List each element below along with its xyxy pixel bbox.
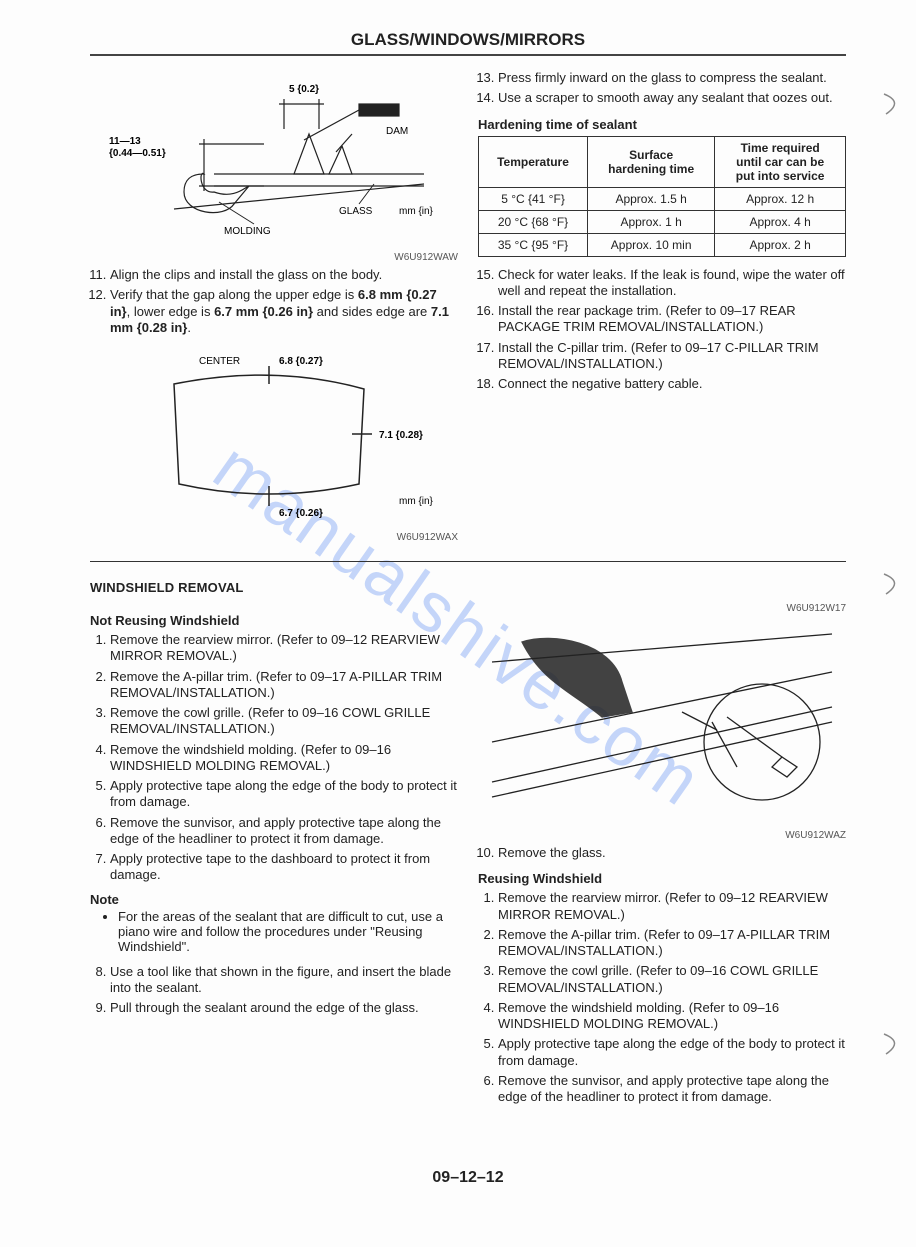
table-cell: Approx. 4 h: [715, 210, 846, 233]
list-item: Remove the A-pillar trim. (Refer to 09–1…: [110, 669, 458, 702]
figure-id: W6U912WAX: [90, 532, 458, 543]
not-reusing-steps-1-7: Remove the rearview mirror. (Refer to 09…: [90, 632, 458, 884]
figure-id: W6U912WAZ: [478, 830, 846, 841]
svg-text:6.8 {0.27}: 6.8 {0.27}: [279, 356, 323, 367]
list-item: Remove the cowl grille. (Refer to 09–16 …: [498, 963, 846, 996]
list-item: Remove the rearview mirror. (Refer to 09…: [110, 632, 458, 665]
list-item: Apply protective tape to the dashboard t…: [110, 851, 458, 884]
page-edge-mark: [882, 570, 908, 596]
install-steps-15-18: Check for water leaks. If the leak is fo…: [478, 267, 846, 393]
not-reusing-heading: Not Reusing Windshield: [90, 613, 458, 628]
svg-text:DAM: DAM: [386, 126, 408, 137]
figure-id: W6U912W17: [478, 603, 846, 614]
install-steps-13-14: Press firmly inward on the glass to comp…: [478, 70, 846, 107]
list-item: Remove the A-pillar trim. (Refer to 09–1…: [498, 927, 846, 960]
note-bullet: For the areas of the sealant that are di…: [90, 909, 458, 954]
list-item: Apply protective tape along the edge of …: [498, 1036, 846, 1069]
step-10: Remove the glass.: [478, 845, 846, 861]
svg-text:MOLDING: MOLDING: [224, 226, 271, 237]
list-item: Remove the sunvisor, and apply protectiv…: [498, 1073, 846, 1106]
windshield-removal-heading: WINDSHIELD REMOVAL: [90, 580, 846, 595]
svg-text:mm {in}: mm {in}: [399, 206, 434, 217]
table-cell: Approx. 12 h: [715, 187, 846, 210]
list-item: Remove the cowl grille. (Refer to 09–16 …: [110, 705, 458, 738]
windshield-gap-diagram: CENTER 6.8 {0.27} 7.1 {0.28} 6.7 {0.26} …: [104, 344, 444, 524]
table-cell: Approx. 1 h: [588, 210, 715, 233]
reusing-steps-1-6: Remove the rearview mirror. (Refer to 09…: [478, 890, 846, 1105]
list-item: Apply protective tape along the edge of …: [110, 778, 458, 811]
not-reusing-steps-8-9: Use a tool like that shown in the figure…: [90, 964, 458, 1017]
svg-text:{0.44—0.51}: {0.44—0.51}: [109, 148, 166, 159]
svg-text:5 {0.2}: 5 {0.2}: [289, 84, 319, 95]
svg-text:mm {in}: mm {in}: [399, 496, 434, 507]
table-cell: Approx. 1.5 h: [588, 187, 715, 210]
install-steps-11-12: Align the clips and install the glass on…: [90, 267, 458, 336]
reusing-heading: Reusing Windshield: [478, 871, 846, 886]
table-cell: 5 °C {41 °F}: [479, 187, 588, 210]
table-cell: Approx. 2 h: [715, 233, 846, 256]
svg-text:7.1 {0.28}: 7.1 {0.28}: [379, 430, 423, 441]
sealant-heading: Hardening time of sealant: [478, 117, 846, 132]
molding-cross-section-diagram: 5 {0.2} DAM 11—13 {0.44—0.51} MOLDING GL…: [104, 74, 444, 244]
figure-id: W6U912WAW: [90, 252, 458, 263]
page-number: 09–12–12: [90, 1169, 846, 1187]
list-item: Remove the sunvisor, and apply protectiv…: [110, 815, 458, 848]
svg-text:CENTER: CENTER: [199, 356, 240, 367]
table-cell: 35 °C {95 °F}: [479, 233, 588, 256]
sealant-cutting-tool-diagram: [482, 622, 842, 822]
svg-text:GLASS: GLASS: [339, 206, 373, 217]
list-item: Remove the windshield molding. (Refer to…: [498, 1000, 846, 1033]
sealant-table: Temperature Surfacehardening time Time r…: [478, 136, 846, 257]
note-heading: Note: [90, 892, 458, 907]
page-title: GLASS/WINDOWS/MIRRORS: [90, 30, 846, 56]
svg-text:6.7 {0.26}: 6.7 {0.26}: [279, 508, 323, 519]
table-cell: 20 °C {68 °F}: [479, 210, 588, 233]
page-edge-mark: [882, 90, 908, 116]
list-item: Remove the rearview mirror. (Refer to 09…: [498, 890, 846, 923]
list-item: Remove the windshield molding. (Refer to…: [110, 742, 458, 775]
svg-text:11—13: 11—13: [109, 136, 141, 147]
table-cell: Approx. 10 min: [588, 233, 715, 256]
page-edge-mark: [882, 1030, 908, 1056]
